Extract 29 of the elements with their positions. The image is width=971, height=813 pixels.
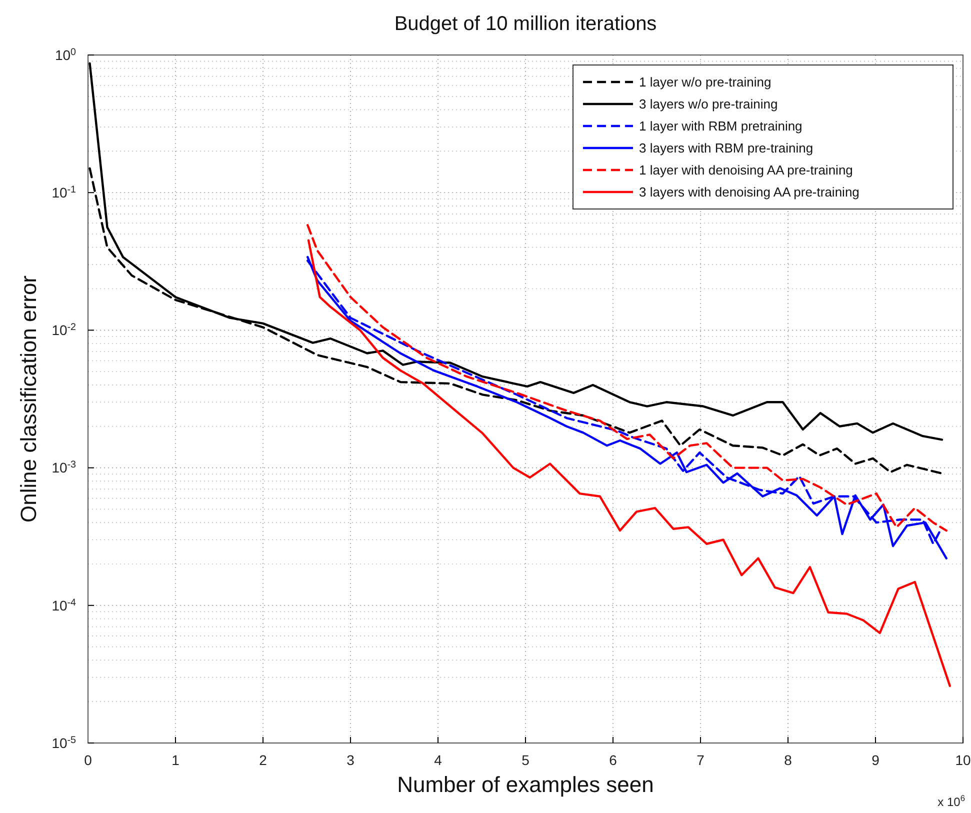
chart-title: Budget of 10 million iterations	[394, 13, 657, 35]
legend-label: 1 layer with RBM pretraining	[639, 118, 802, 134]
x-tick-label: 9	[872, 752, 880, 768]
y-tick-label: 10$^{-1}$	[52, 184, 76, 200]
legend-label: 3 layers with RBM pre-training	[639, 140, 814, 156]
x-tick-label: 10	[955, 752, 971, 768]
x-tick-label: 5	[522, 752, 530, 768]
x-tick-label: 7	[696, 752, 705, 768]
line-series	[307, 239, 951, 687]
x-tick-label: 6	[609, 752, 618, 768]
x-tick-label: 8	[784, 752, 792, 768]
text: x 10$^{6}$	[938, 793, 966, 809]
x-tick-label: 1	[172, 752, 180, 768]
legend-label: 3 layers w/o pre-training	[639, 96, 778, 112]
y-tick-label: 10$^{-4}$	[52, 596, 77, 614]
legend-label: 3 layers with denoising AA pre-training	[639, 184, 860, 200]
legend-label: 1 layer with denoising AA pre-training	[639, 162, 853, 178]
y-tick-label: 10$^{0}$	[54, 46, 77, 63]
legend-label: 1 layer w/o pre-training	[639, 74, 772, 90]
x-tick-label: 0	[84, 752, 92, 768]
y-tick-label: 10$^{-2}$	[52, 322, 76, 338]
y-axis-title: Online classification error	[16, 276, 41, 522]
x-tick-label: 2	[259, 752, 268, 768]
x-tick-label: 4	[434, 752, 442, 768]
line-series	[306, 224, 948, 532]
x-axis-title: Number of examples seen	[397, 772, 654, 797]
y-tick-label: 10$^{-5}$	[52, 734, 77, 751]
y-tick-label: 10$^{-3}$	[52, 459, 77, 476]
x-tick-label: 3	[346, 752, 355, 768]
